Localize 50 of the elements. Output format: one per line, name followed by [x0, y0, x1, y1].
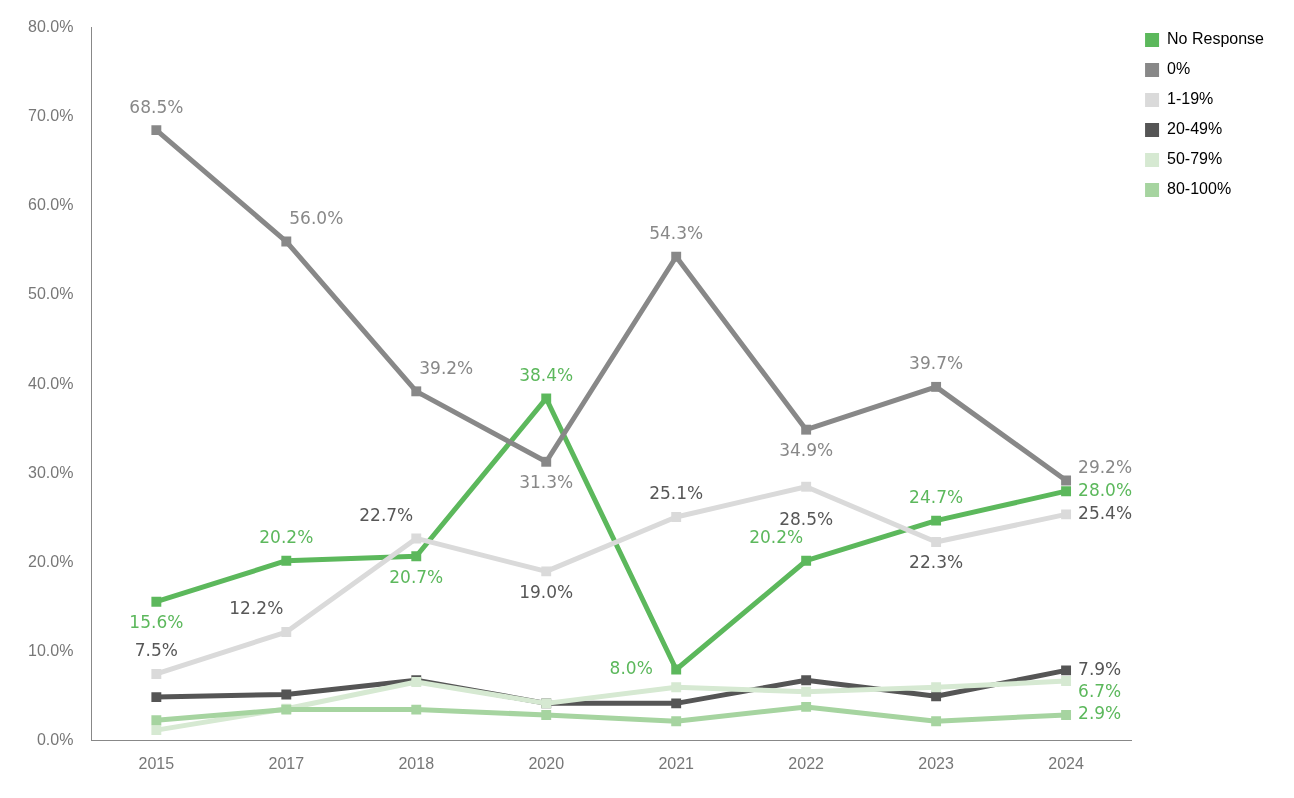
- legend-label: 0%: [1167, 60, 1191, 78]
- data-label: 2.9%: [1078, 703, 1122, 724]
- x-tick-label: 2018: [398, 754, 435, 772]
- legend-label: 80-100%: [1167, 180, 1232, 198]
- data-label: 12.2%: [229, 598, 284, 619]
- data-label: 20.2%: [749, 527, 804, 548]
- x-tick-label: 2017: [268, 754, 305, 772]
- legend-label: 20-49%: [1167, 120, 1223, 138]
- data-label: 24.7%: [909, 487, 964, 508]
- data-label: 68.5%: [129, 96, 184, 117]
- y-tick-label: 70.0%: [27, 107, 74, 125]
- data-label: 31.3%: [519, 472, 574, 493]
- data-label: 38.4%: [519, 364, 574, 385]
- y-tick-label: 10.0%: [27, 642, 74, 660]
- y-tick-label: 30.0%: [27, 463, 74, 481]
- data-label: 19.0%: [519, 581, 574, 602]
- data-label: 39.7%: [909, 353, 964, 374]
- y-tick-label: 40.0%: [27, 374, 74, 392]
- data-label: 22.7%: [359, 504, 414, 525]
- x-tick-label: 2021: [658, 754, 695, 772]
- data-label: 29.2%: [1078, 456, 1133, 477]
- x-tick-label: 2024: [1048, 754, 1084, 772]
- data-label: 22.3%: [909, 552, 964, 573]
- y-tick-label: 0.0%: [36, 731, 74, 749]
- data-label: 25.1%: [649, 483, 704, 504]
- data-label: 25.4%: [1078, 502, 1133, 523]
- x-tick-label: 2020: [528, 754, 565, 772]
- legend-label: 50-79%: [1167, 150, 1223, 168]
- y-tick-label: 20.0%: [27, 552, 74, 570]
- x-tick-label: 2022: [788, 754, 825, 772]
- data-label: 39.2%: [419, 357, 474, 378]
- legend-label: No Response: [1167, 30, 1265, 48]
- data-label: 7.5%: [134, 640, 178, 661]
- y-tick-label: 80.0%: [27, 18, 74, 36]
- legend-label: 1-19%: [1167, 90, 1214, 108]
- data-label: 8.0%: [609, 657, 653, 678]
- data-label: 34.9%: [779, 440, 834, 461]
- data-label: 28.5%: [779, 509, 834, 530]
- data-label: 20.2%: [259, 527, 314, 548]
- data-label: 15.6%: [129, 612, 184, 633]
- y-tick-label: 60.0%: [27, 196, 74, 214]
- data-label: 7.9%: [1078, 658, 1122, 679]
- data-label: 6.7%: [1078, 681, 1122, 702]
- x-tick-label: 2015: [138, 754, 175, 772]
- data-label: 28.0%: [1078, 479, 1133, 500]
- data-label: 56.0%: [289, 207, 344, 228]
- data-label: 54.3%: [649, 223, 704, 244]
- y-tick-label: 50.0%: [27, 285, 74, 303]
- x-tick-label: 2023: [918, 754, 955, 772]
- data-label: 20.7%: [389, 566, 444, 587]
